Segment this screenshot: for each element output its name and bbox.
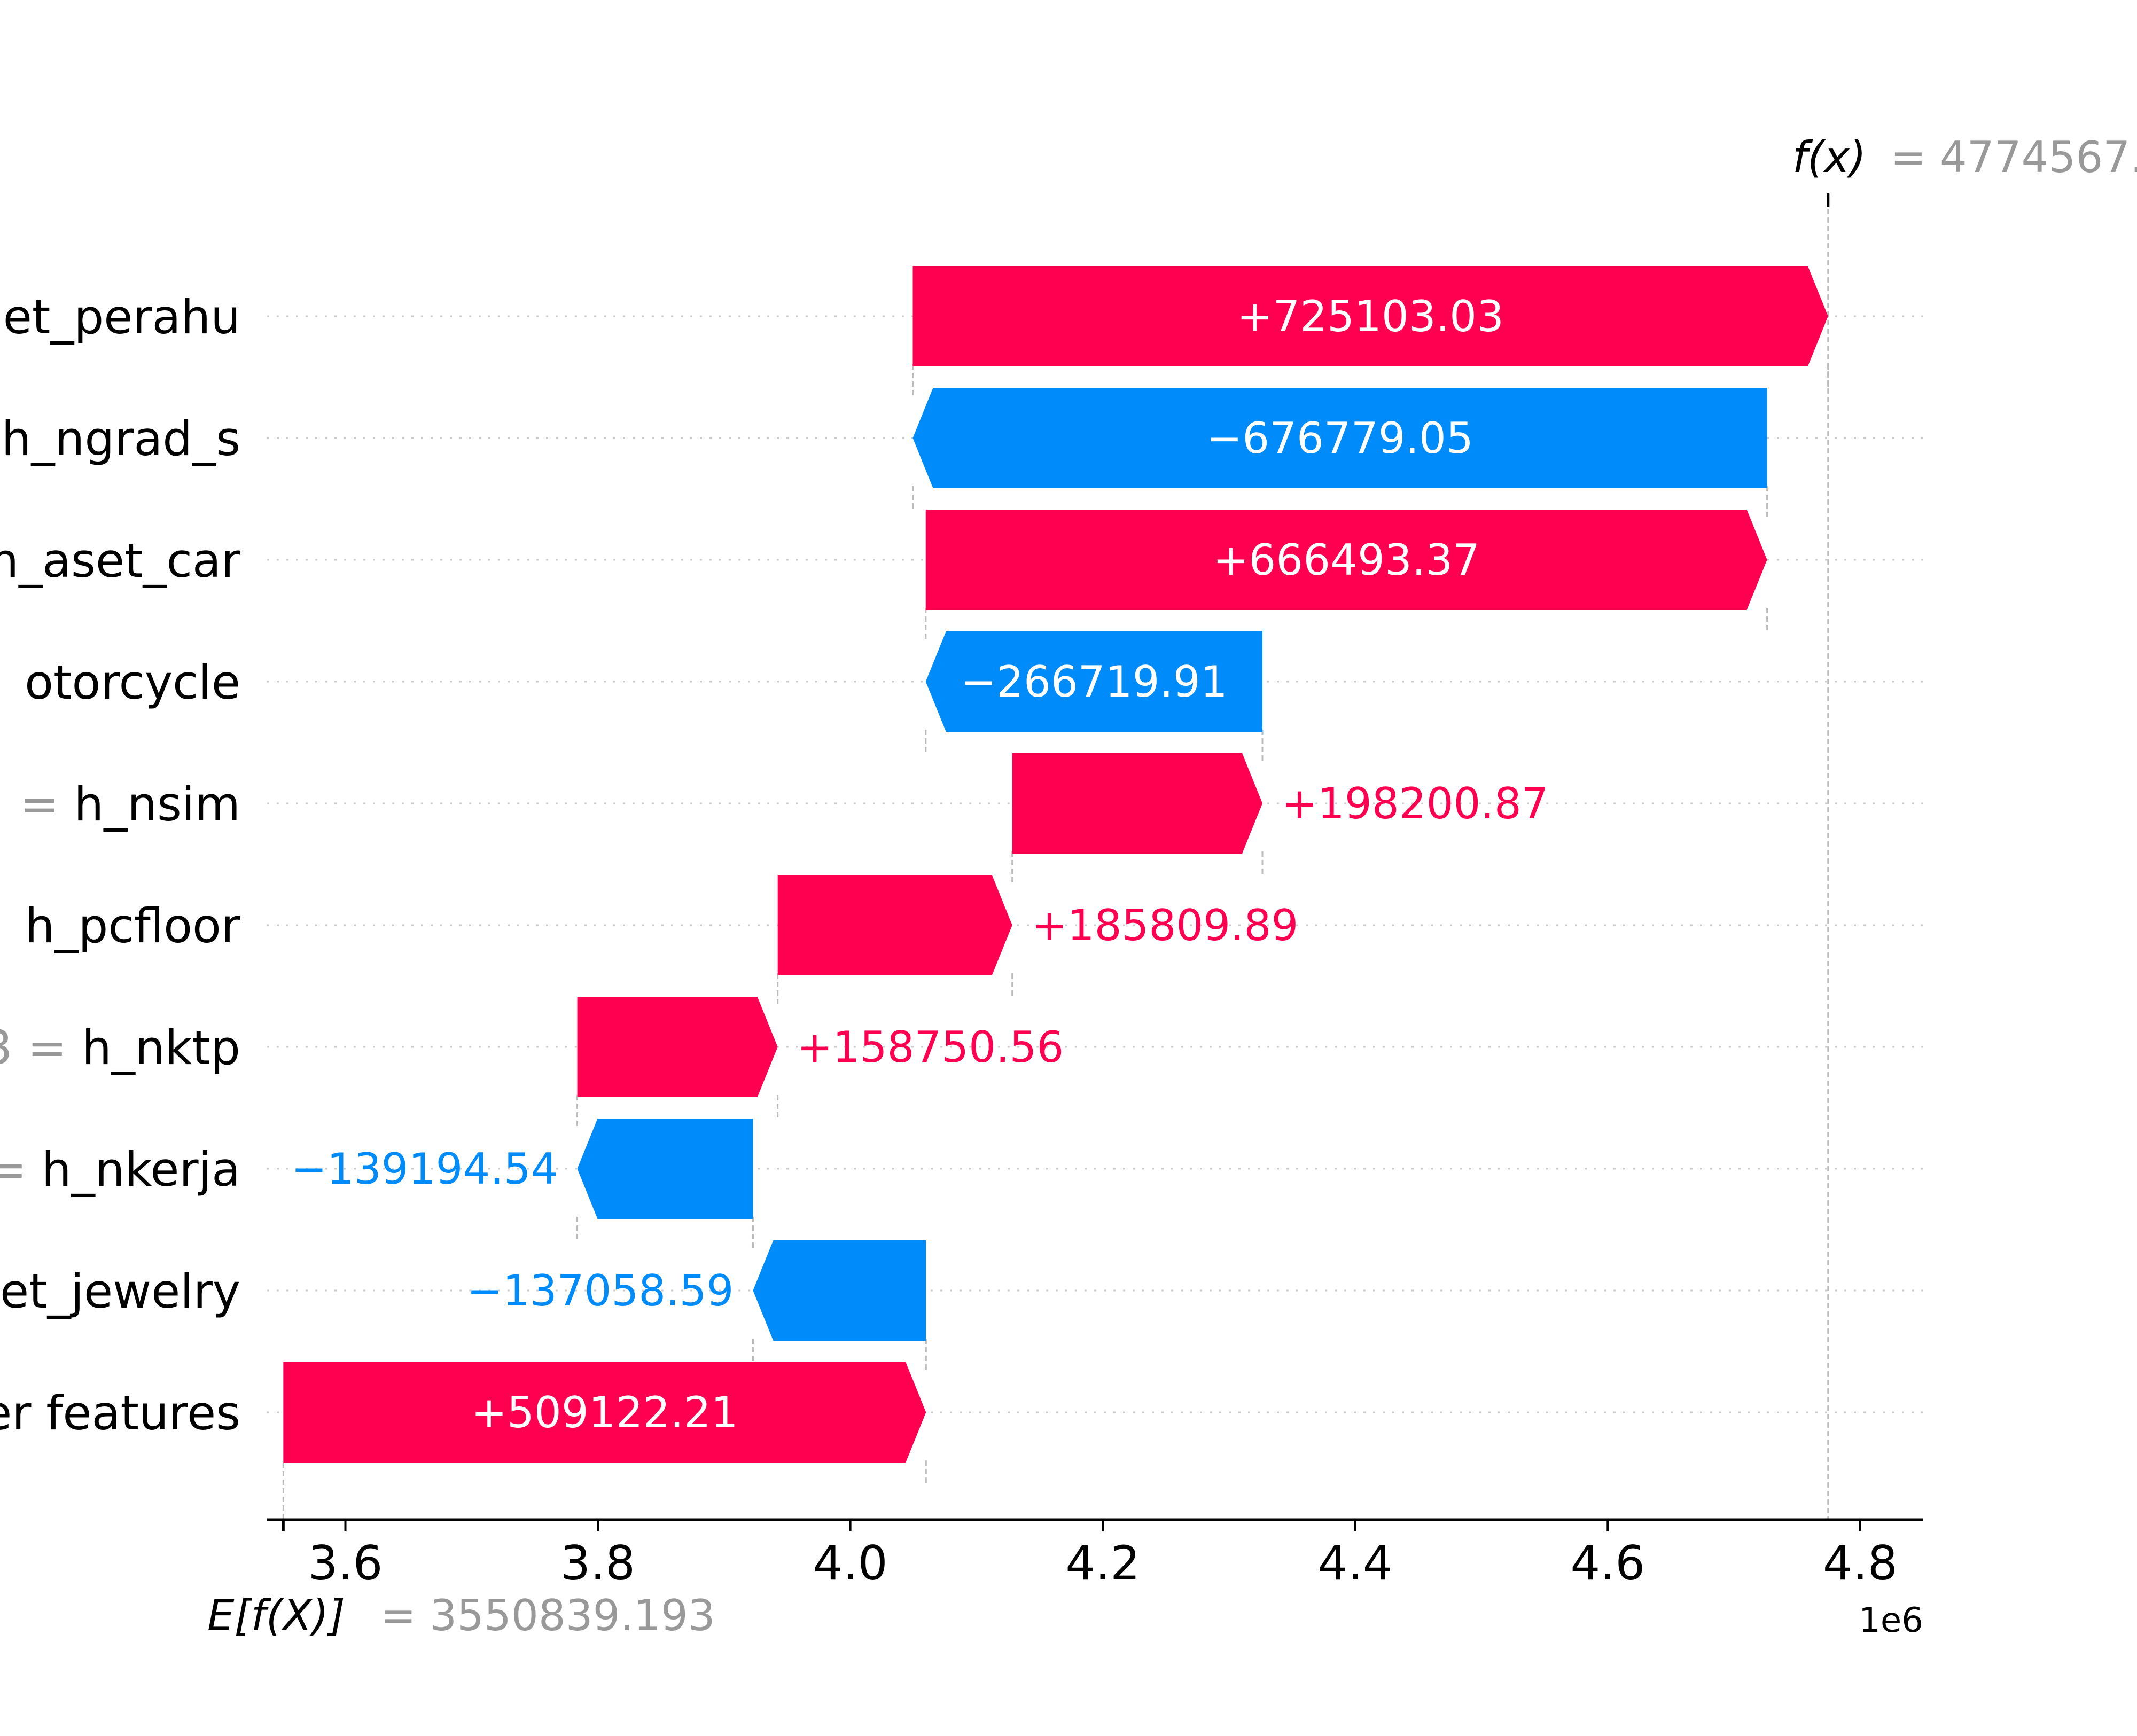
bar-value-label: +725103.03 [1237,292,1504,341]
x-tick-label: 3.8 [560,1536,635,1591]
feature-name-text: h_nkerja [42,1142,240,1197]
feature-label: h_ngrad_s [2,411,240,466]
bar-value-label: −266719.91 [961,657,1228,707]
base-value-number: = 3550839.193 [380,1591,715,1640]
feature-label: = h_nkerja [0,1142,240,1197]
x-axis: 3.6 3.8 4.0 4.2 4.4 4.6 4.8 [267,193,1923,1591]
bar-value-label: −139194.54 [291,1144,558,1194]
bar-labels: +725103.03 −676779.05 +666493.37 −266719.91… [291,292,1549,1437]
feature-label: er features [0,1386,240,1441]
output-value-number: = 4774567. [1890,132,2137,182]
base-value-label: E[f(X)] = 3550839.193 [207,1591,715,1640]
feature-name-text: et_jewelry [0,1264,240,1319]
positive-bar [1012,753,1263,854]
feature-name-text: h_nsim [74,777,240,832]
feature-label: = h_nsim [20,777,240,832]
x-tick-label: 4.6 [1570,1536,1645,1591]
feature-label: h_pcfloor [25,898,241,953]
feature-name-text: otorcycle [25,655,240,710]
positive-bar [925,510,1767,610]
feature-value-text: 3 = [0,1020,82,1075]
bar-value-label: +666493.37 [1213,535,1480,585]
x-tick-label: 4.4 [1318,1536,1393,1591]
positive-bar [777,875,1012,975]
feature-label: h_aset_car [0,533,241,588]
output-value-prefix: f(x) [1792,132,1866,182]
feature-value-text: = [20,777,74,832]
output-value-label: f(x) = 4774567. [1792,132,2137,182]
bar-value-label: +198200.87 [1282,779,1549,828]
base-value-prefix: E[f(X)] [207,1591,345,1640]
x-tick-label: 4.0 [813,1536,888,1591]
feature-name-text: h_nktp [82,1020,240,1075]
x-tick-label: 4.8 [1823,1536,1898,1591]
negative-bar [925,631,1263,732]
feature-name-text: et_perahu [3,290,240,345]
feature-name-text: er features [0,1386,240,1441]
bar-value-label: −137058.59 [467,1266,734,1316]
feature-labels: et_perahu h_ngrad_s h_aset_car otorcycle = h… [0,290,241,1441]
feature-label: 3 = h_nktp [0,1020,240,1075]
feature-label: et_jewelry [0,1264,240,1319]
feature-name-text: h_aset_car [0,533,241,588]
bar-value-label: −676779.05 [1206,413,1473,463]
feature-value-text: = [0,1142,42,1197]
feature-label: otorcycle [25,655,240,710]
feature-label: et_perahu [3,290,240,345]
bar-value-label: +509122.21 [471,1388,738,1437]
feature-name-text: h_pcfloor [25,898,241,953]
x-tick-label: 4.2 [1065,1536,1140,1591]
bars [283,266,1828,1463]
feature-name-text: h_ngrad_s [2,411,240,466]
negative-bar [912,388,1767,488]
bar-value-label: +185809.89 [1032,901,1299,950]
positive-bar [577,997,778,1097]
x-tick-label: 3.6 [308,1536,383,1591]
negative-bar [753,1240,926,1341]
x-axis-offset-label: 1e6 [1859,1601,1923,1640]
connector-lines [282,200,1829,1520]
positive-bar [912,266,1828,366]
negative-bar [577,1119,753,1219]
positive-bar [283,1362,926,1463]
bar-value-label: +158750.56 [797,1022,1064,1072]
